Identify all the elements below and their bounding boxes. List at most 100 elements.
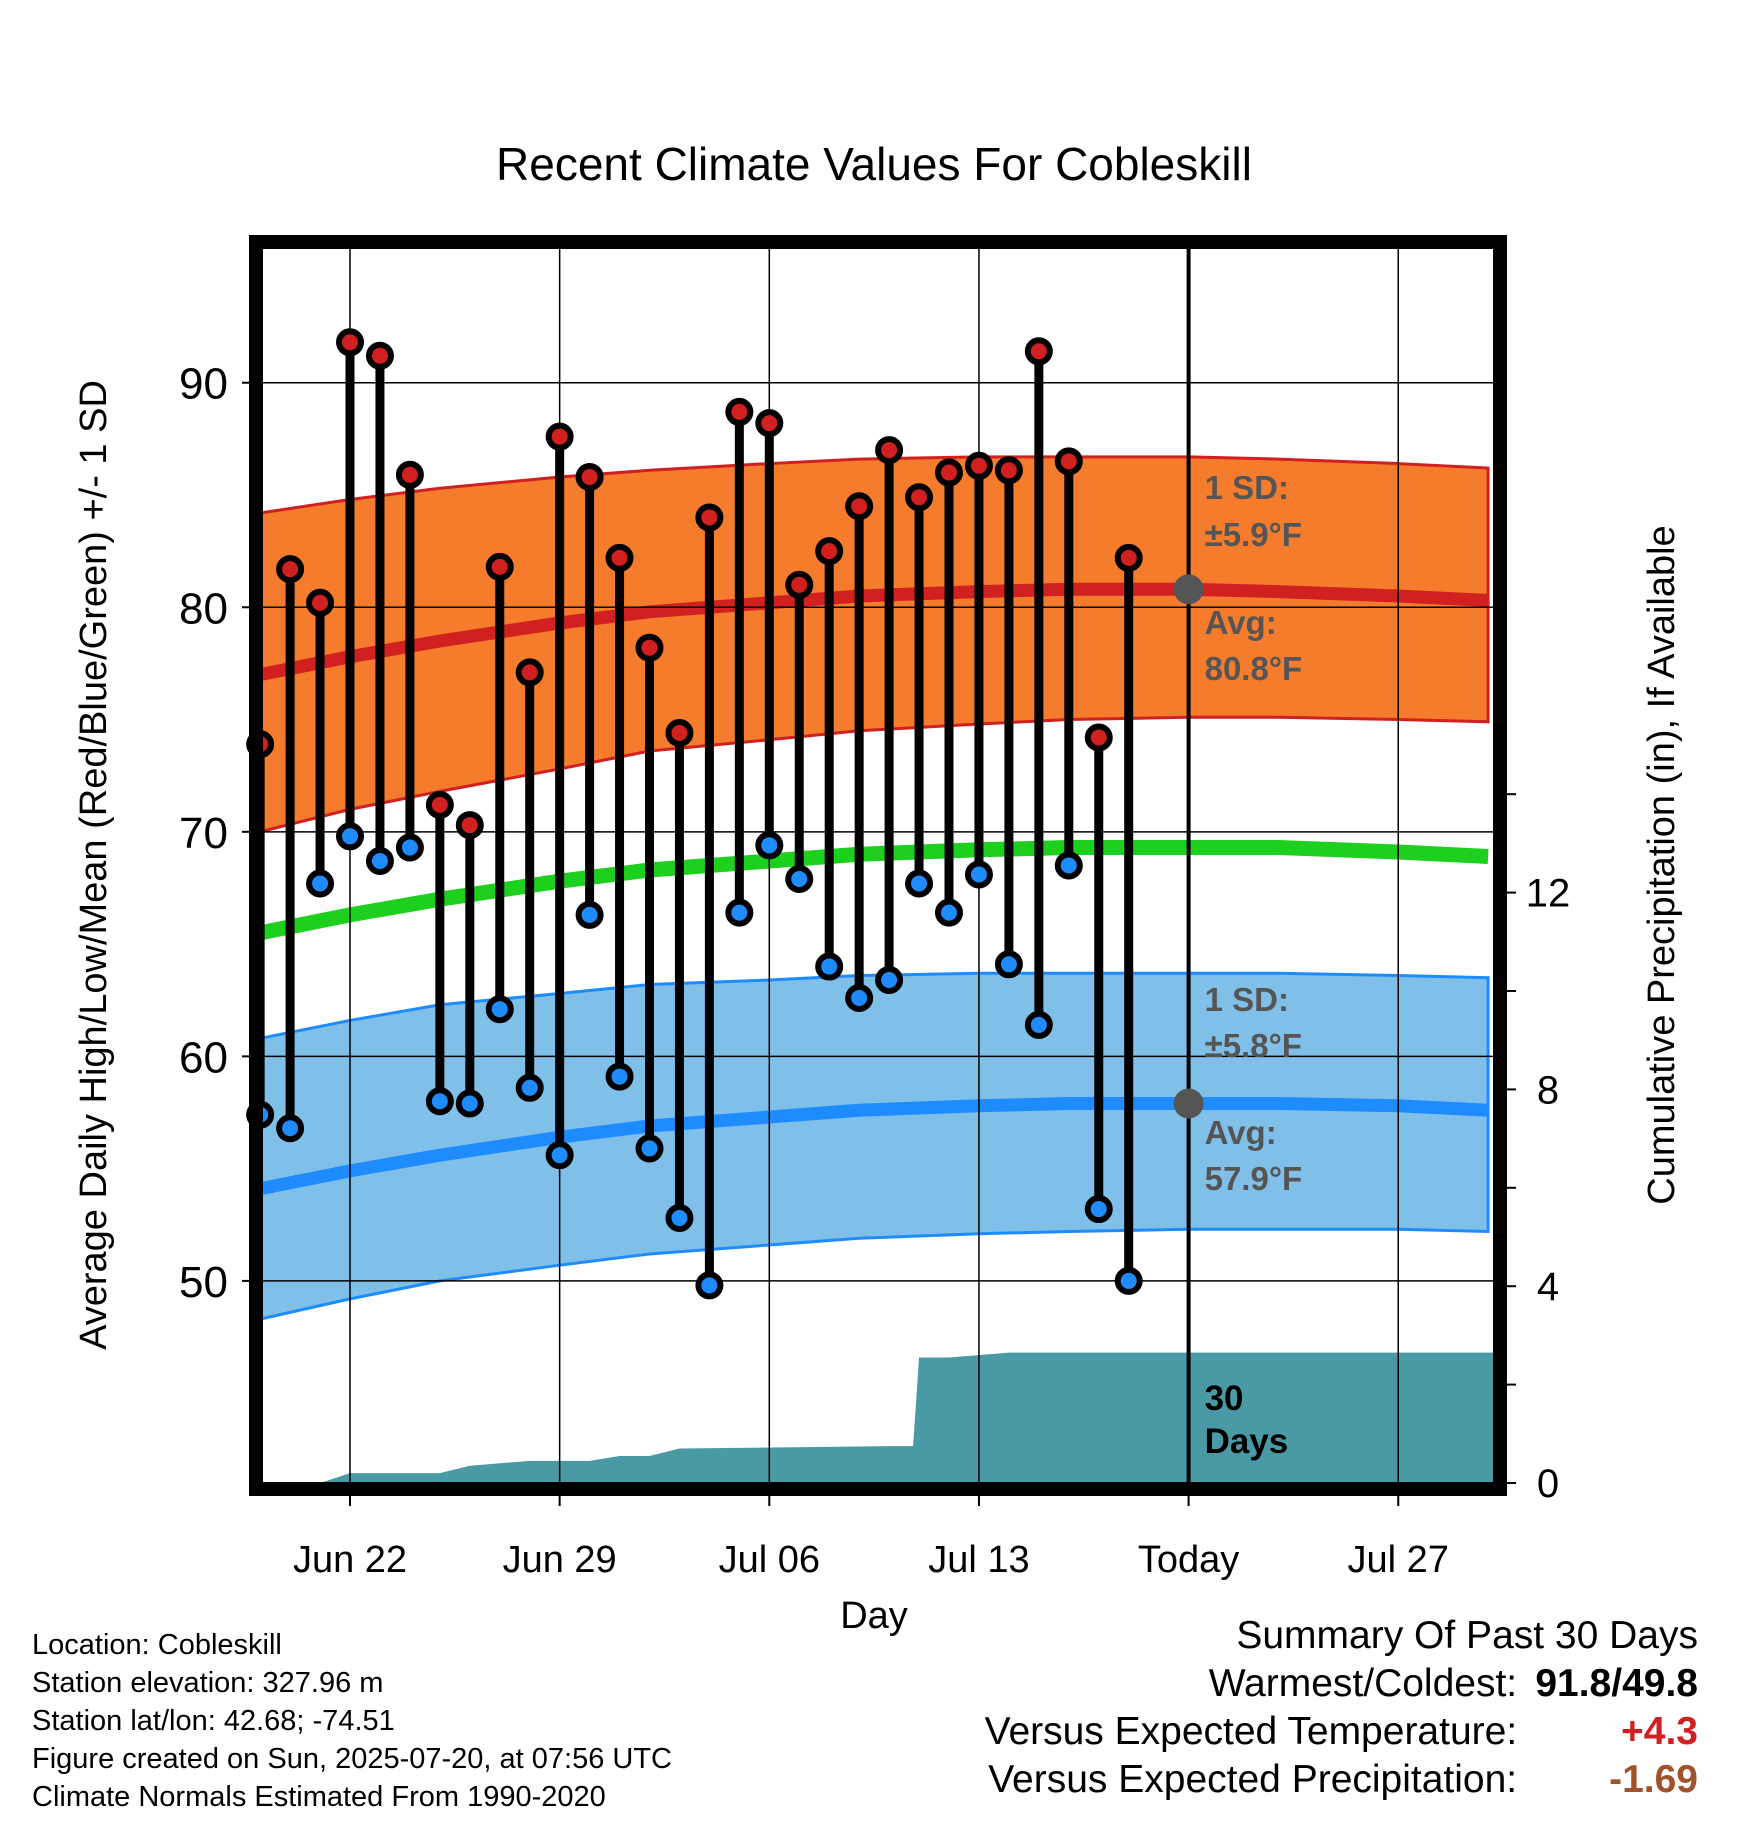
info-normals: Climate Normals Estimated From 1990-2020 — [32, 1781, 606, 1813]
daily-high-point — [755, 409, 784, 438]
daily-low-point — [635, 1134, 664, 1163]
daily-low-point — [425, 1087, 454, 1116]
daily-low-point — [306, 869, 335, 898]
daily-low-point — [365, 847, 394, 876]
daily-low-point — [755, 831, 784, 860]
daily-low-point — [845, 983, 874, 1012]
daily-low-point — [1114, 1266, 1143, 1295]
station-info: Location: Cobleskill Station elevation: … — [32, 1626, 672, 1816]
low-sd-band — [262, 971, 1490, 1321]
daily-high-point — [515, 658, 544, 687]
daily-low-point — [545, 1141, 574, 1170]
info-location: Location: Cobleskill — [32, 1629, 282, 1661]
daily-low-point — [695, 1271, 724, 1300]
daily-high-point — [635, 633, 664, 662]
daily-high-point — [425, 790, 454, 819]
daily-high-point — [545, 422, 574, 451]
daily-high-point — [875, 436, 904, 465]
daily-low-point — [815, 952, 844, 981]
precip-label: Versus Expected Precipitation: — [988, 1758, 1518, 1801]
summary-heading: Summary Of Past 30 Days — [1236, 1614, 1698, 1657]
normal-low-line — [262, 1097, 1489, 1196]
daily-high-point — [575, 463, 604, 492]
warmest-coldest-label: Warmest/Coldest: — [1208, 1662, 1518, 1705]
summary-warmest-coldest: Warmest/Coldest: 91.8/49.8 — [985, 1660, 1698, 1708]
y-right-tick-label: 4 — [1537, 1265, 1559, 1309]
annotation-value: 80.8°F — [1205, 650, 1303, 687]
daily-high-point — [336, 328, 364, 357]
daily-high-point — [785, 570, 814, 599]
daily-low-point — [336, 822, 364, 851]
axes: 50 60 70 80 90 0 4 8 12 Jun 22 Jun 29 Jul 06 Jul 13 T… — [179, 360, 1570, 1581]
daily-high-point — [455, 811, 484, 840]
daily-high-point — [994, 456, 1023, 485]
daily-low-point — [725, 898, 754, 927]
daily-low-point — [935, 898, 963, 927]
x-tick-label: Jun 29 — [503, 1539, 617, 1581]
x-tick-label: Jul 13 — [928, 1539, 1029, 1581]
daily-high-point — [905, 483, 934, 512]
daily-low-point — [575, 900, 604, 929]
annotation-label: 1 SD: — [1205, 981, 1289, 1018]
daily-high-point — [306, 588, 335, 617]
annotation-label: 1 SD: — [1205, 469, 1289, 506]
y-right-tick-label: 8 — [1537, 1068, 1559, 1112]
daily-high-point — [605, 543, 634, 572]
x-axis-label: Day — [840, 1595, 908, 1637]
warmest-coldest-value: 91.8/49.8 — [1535, 1662, 1698, 1705]
daily-low-point — [485, 995, 514, 1024]
period-label-number: 30 — [1205, 1379, 1244, 1418]
daily-low-point — [875, 966, 904, 995]
annotation-label: Avg: — [1205, 604, 1277, 641]
today-high-avg-marker — [1173, 574, 1204, 605]
annotation-value: ±5.9°F — [1205, 516, 1302, 553]
chart-title: Recent Climate Values For Cobleskill — [496, 138, 1252, 190]
daily-low-point — [665, 1204, 694, 1233]
daily-high-point — [935, 458, 963, 487]
daily-low-point — [455, 1089, 484, 1118]
y-left-tick-label: 90 — [179, 360, 228, 409]
daily-low-point — [964, 860, 993, 889]
daily-low-point — [994, 950, 1023, 979]
today-low-avg-marker — [1173, 1088, 1204, 1119]
daily-low-point — [1054, 851, 1083, 880]
x-tick-label: Jul 06 — [719, 1539, 820, 1581]
y-left-tick-label: 50 — [179, 1258, 228, 1307]
y-axis-right-label: Cumulative Precipitation (in), If Availa… — [1641, 525, 1683, 1204]
daily-high-point — [665, 719, 694, 748]
daily-high-point — [725, 397, 754, 426]
daily-low-point — [905, 869, 934, 898]
daily-high-point — [815, 537, 844, 566]
annotation-value: ±5.8°F — [1205, 1027, 1302, 1064]
daily-low-point — [1084, 1195, 1113, 1224]
daily-high-point — [964, 451, 993, 480]
temp-value: +4.3 — [1621, 1710, 1698, 1753]
y-left-tick-label: 80 — [179, 584, 228, 633]
daily-high-point — [1084, 723, 1113, 752]
annotation-label: Avg: — [1205, 1114, 1277, 1151]
info-latlon: Station lat/lon: 42.68; -74.51 — [32, 1705, 395, 1737]
summary-precipitation: Versus Expected Precipitation: -1.69 — [985, 1756, 1698, 1804]
daily-low-point — [276, 1114, 305, 1143]
annotation-value: 57.9°F — [1205, 1160, 1303, 1197]
summary-panel: Summary Of Past 30 Days Warmest/Coldest:… — [985, 1612, 1698, 1804]
x-tick-label: Jul 27 — [1348, 1539, 1449, 1581]
temp-label: Versus Expected Temperature: — [984, 1710, 1518, 1753]
plot-area — [262, 455, 1494, 1483]
precip-value: -1.69 — [1609, 1758, 1698, 1801]
daily-low-point — [785, 864, 814, 893]
info-elevation: Station elevation: 327.96 m — [32, 1667, 384, 1699]
period-label-unit: Days — [1205, 1422, 1289, 1461]
grid: 1 SD: ±5.9°F Avg: 80.8°F 1 SD: ±5.8°F Avg: 57.9… — [262, 248, 1494, 1483]
daily-high-point — [1054, 447, 1083, 476]
plot-frame — [249, 235, 1507, 1496]
y-axis-left-label: Average Daily High/Low/Mean (Red/Blue/Gr… — [73, 380, 115, 1350]
y-right-tick-label: 0 — [1537, 1462, 1559, 1506]
y-left-tick-label: 60 — [179, 1033, 228, 1082]
daily-high-point — [395, 460, 424, 489]
precip-area — [262, 1352, 1494, 1483]
y-right-tick-label: 12 — [1526, 872, 1571, 916]
x-tick-label: Today — [1138, 1539, 1239, 1581]
daily-low-point — [395, 833, 424, 862]
